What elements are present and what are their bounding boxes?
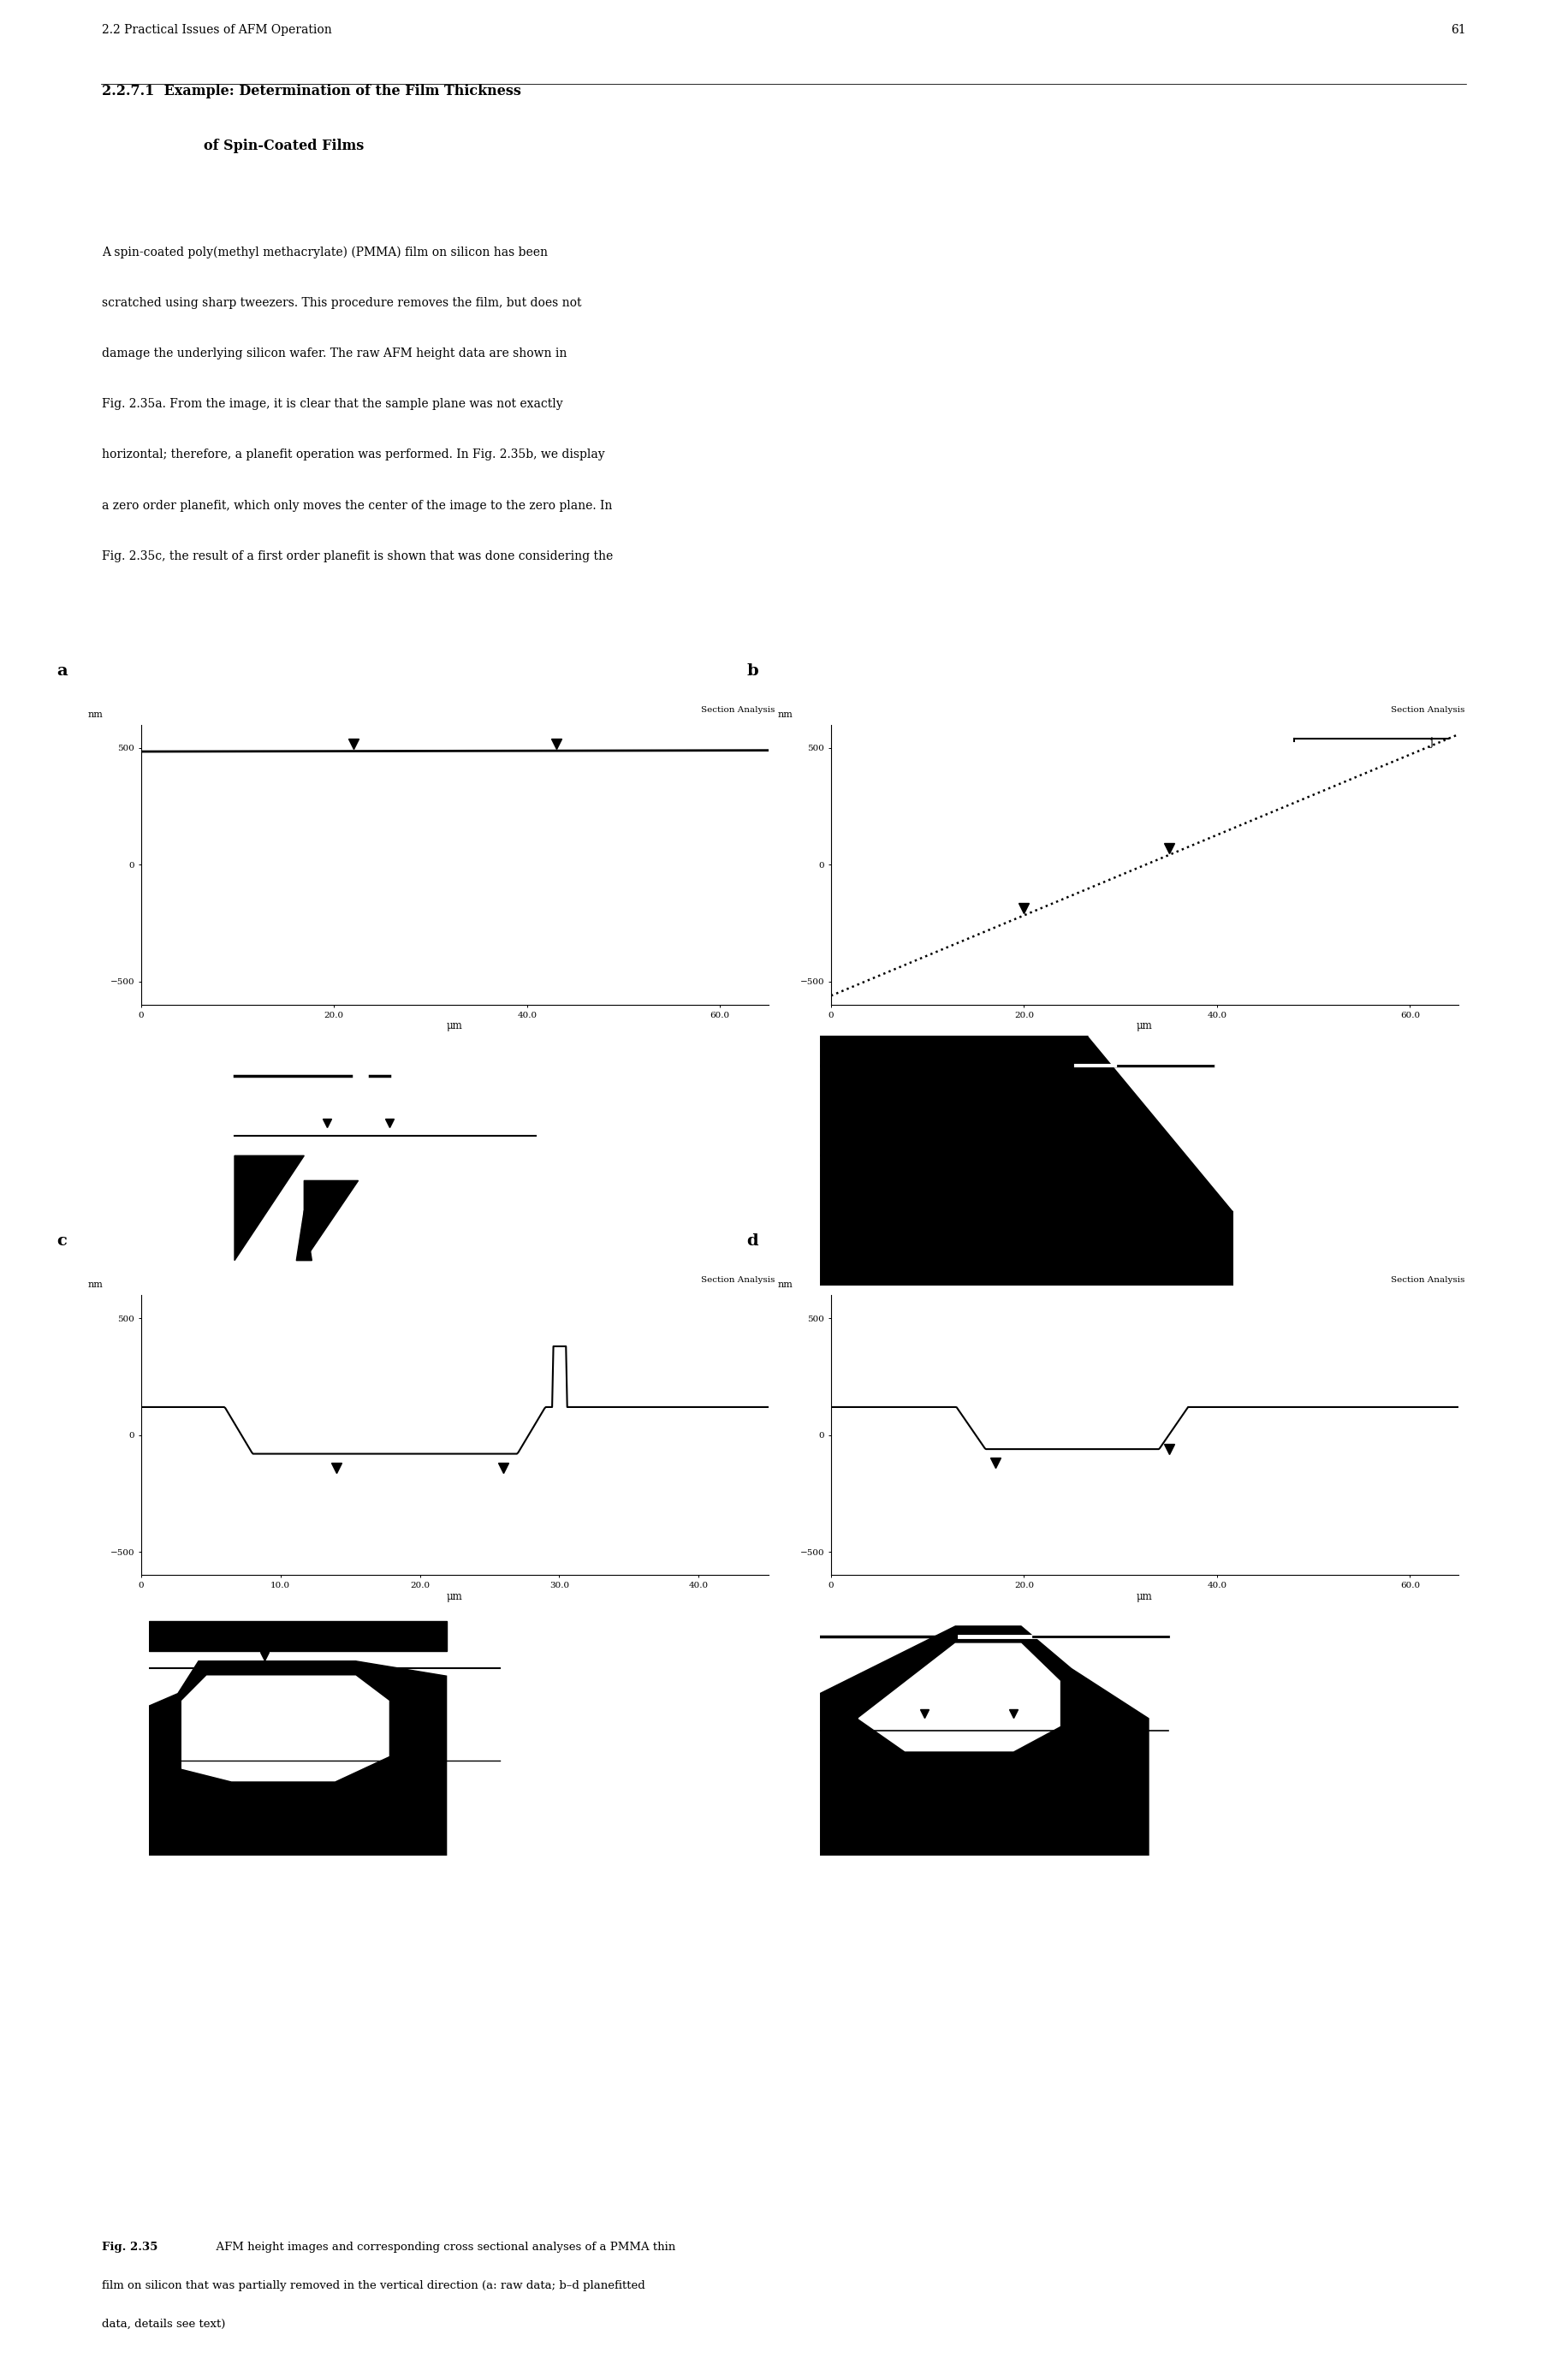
Text: 2.2 Practical Issues of AFM Operation: 2.2 Practical Issues of AFM Operation — [102, 24, 332, 36]
Text: nm: nm — [778, 710, 793, 720]
Text: AFM height images and corresponding cross sectional analyses of a PMMA thin: AFM height images and corresponding cros… — [209, 2241, 676, 2252]
Polygon shape — [235, 1155, 304, 1262]
Text: Section Analysis: Section Analysis — [1391, 1276, 1465, 1283]
Polygon shape — [296, 1212, 312, 1262]
Text: 2.2.7.1  Example: Determination of the Film Thickness: 2.2.7.1 Example: Determination of the Fi… — [102, 83, 521, 97]
Text: Fig. 2.35a. From the image, it is clear that the sample plane was not exactly: Fig. 2.35a. From the image, it is clear … — [102, 399, 563, 411]
Text: Section Analysis: Section Analysis — [701, 1276, 775, 1283]
Text: Fig. 2.35: Fig. 2.35 — [102, 2241, 158, 2252]
Polygon shape — [149, 1661, 447, 1856]
Text: A spin-coated poly(methyl methacrylate) (PMMA) film on silicon has been: A spin-coated poly(methyl methacrylate) … — [102, 245, 547, 259]
Text: data, details see text): data, details see text) — [102, 2319, 226, 2331]
Polygon shape — [820, 1036, 1232, 1285]
Text: 61: 61 — [1450, 24, 1466, 36]
Polygon shape — [859, 1644, 1060, 1751]
Bar — [149, 1620, 447, 1651]
Text: nm: nm — [88, 710, 103, 720]
Text: nm: nm — [778, 1281, 793, 1290]
Text: nm: nm — [88, 1281, 103, 1290]
Text: Fig. 2.35c, the result of a first order planefit is shown that was done consider: Fig. 2.35c, the result of a first order … — [102, 551, 613, 563]
Text: a zero order planefit, which only moves the center of the image to the zero plan: a zero order planefit, which only moves … — [102, 499, 613, 511]
Text: j: j — [1430, 737, 1433, 748]
Polygon shape — [820, 1625, 1149, 1856]
Text: Section Analysis: Section Analysis — [701, 706, 775, 713]
X-axis label: μm: μm — [447, 1019, 463, 1031]
Text: d: d — [746, 1233, 757, 1250]
Text: scratched using sharp tweezers. This procedure removes the film, but does not: scratched using sharp tweezers. This pro… — [102, 297, 582, 309]
Text: c: c — [56, 1233, 66, 1250]
Text: Section Analysis: Section Analysis — [1391, 706, 1465, 713]
X-axis label: μm: μm — [1137, 1019, 1152, 1031]
Polygon shape — [304, 1181, 358, 1262]
Text: film on silicon that was partially removed in the vertical direction (a: raw dat: film on silicon that was partially remov… — [102, 2281, 644, 2290]
Text: of Spin-Coated Films: of Spin-Coated Films — [204, 138, 364, 152]
Text: a: a — [56, 663, 67, 680]
Polygon shape — [182, 1675, 389, 1782]
Text: damage the underlying silicon wafer. The raw AFM height data are shown in: damage the underlying silicon wafer. The… — [102, 347, 568, 359]
X-axis label: μm: μm — [447, 1590, 463, 1601]
Text: horizontal; therefore, a planefit operation was performed. In Fig. 2.35b, we dis: horizontal; therefore, a planefit operat… — [102, 449, 605, 461]
Polygon shape — [1088, 1036, 1232, 1212]
X-axis label: μm: μm — [1137, 1590, 1152, 1601]
Text: b: b — [746, 663, 757, 680]
